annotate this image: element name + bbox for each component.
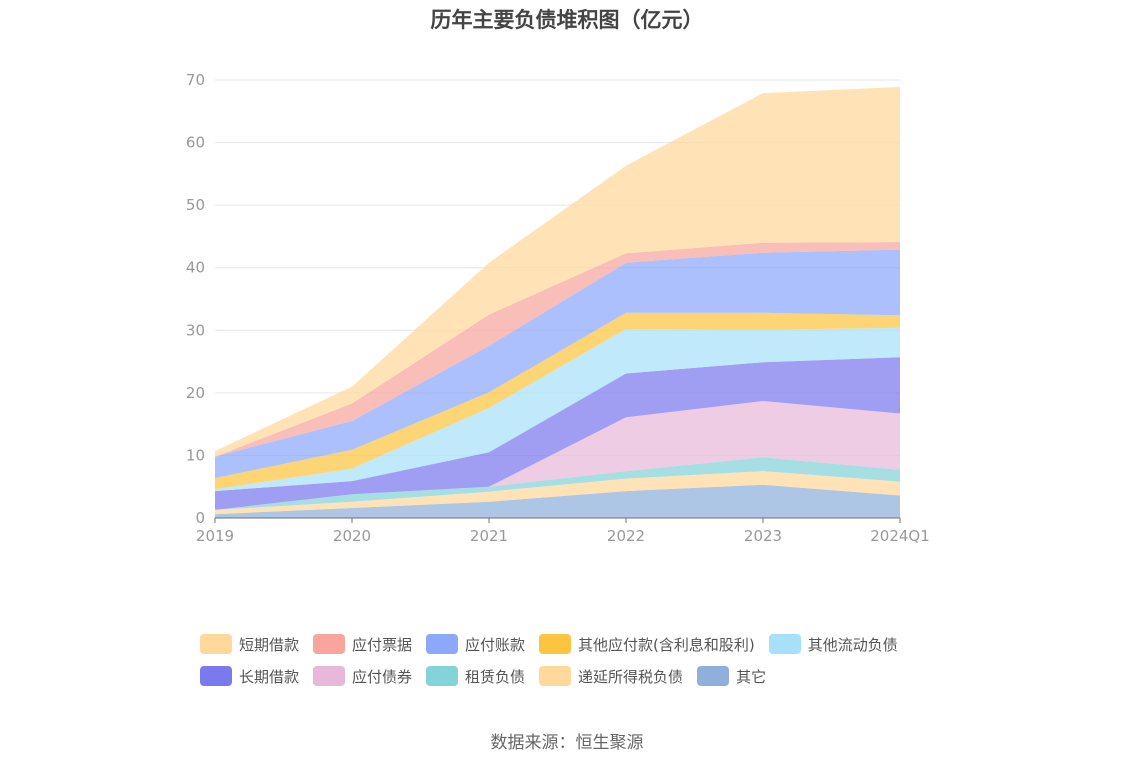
legend-swatch (200, 666, 232, 686)
legend-label: 应付债券 (352, 667, 413, 686)
legend-item[interactable]: 租赁负债 (426, 666, 525, 687)
y-tick-label: 70 (186, 71, 205, 89)
legend-swatch (200, 634, 232, 654)
chart-title: 历年主要负债堆积图（亿元） (430, 8, 704, 32)
legend-label: 短期借款 (239, 635, 300, 654)
legend-label: 应付账款 (465, 635, 526, 654)
y-tick-label: 50 (186, 196, 205, 214)
legend-swatch (697, 666, 730, 686)
legend-swatch (426, 666, 459, 686)
y-tick-label: 10 (186, 446, 205, 464)
y-tick-label: 40 (186, 259, 205, 277)
legend-swatch (313, 666, 346, 686)
area-series-6[interactable] (215, 312, 900, 490)
stacked-area-chart: 0 10 20 30 40 50 60 70 2019 2020 2021 2022 2023 2024Q… (186, 71, 930, 545)
x-tick-label: 2019 (196, 527, 234, 545)
area-series-9[interactable] (215, 86, 900, 457)
legend-label: 租赁负债 (465, 667, 526, 686)
legend-label: 递延所得税负债 (578, 667, 684, 686)
y-tick-label: 0 (195, 509, 205, 527)
y-tick-label: 30 (186, 321, 205, 339)
area-series-8[interactable] (215, 242, 900, 457)
x-tick-label: 2022 (607, 527, 645, 545)
legend-item[interactable]: 递延所得税负债 (539, 666, 683, 687)
legend-item[interactable]: 应付票据 (313, 634, 412, 655)
area-series-3[interactable] (215, 401, 900, 510)
area-series-2[interactable] (215, 457, 900, 510)
legend-label: 其他流动负债 (807, 635, 898, 654)
legend-item[interactable]: 其它 (697, 666, 766, 687)
legend-row-2: 长期借款 应付债券 租赁负债 递延所得税负债 其它 (200, 660, 960, 692)
x-tick-label: 2021 (470, 527, 508, 545)
legend-row-1: 短期借款 应付票据 应付账款 其他应付款(含利息和股利) 其他流动负债 (200, 628, 960, 660)
area-series-5[interactable] (215, 327, 900, 492)
legend-label: 长期借款 (239, 667, 300, 686)
legend-label: 其他应付款(含利息和股利) (578, 635, 755, 654)
legend-item[interactable]: 应付账款 (426, 634, 525, 655)
axes: 0 10 20 30 40 50 60 70 2019 2020 2021 2022 2023 2024Q… (186, 71, 930, 545)
legend-item[interactable]: 短期借款 (200, 634, 299, 655)
legend-label: 应付票据 (352, 635, 413, 654)
legend-swatch (539, 634, 572, 654)
legend-swatch (539, 666, 572, 686)
legend-item[interactable]: 其他流动负债 (768, 634, 898, 655)
legend-label: 其它 (736, 667, 767, 686)
x-tick-label: 2020 (333, 527, 371, 545)
legend: 短期借款 应付票据 应付账款 其他应付款(含利息和股利) 其他流动负债 长期借款 应付债券… (200, 628, 960, 692)
area-series-1[interactable] (215, 471, 900, 515)
x-tick-label: 2023 (744, 527, 782, 545)
y-tick-label: 20 (186, 384, 205, 402)
area-series-7[interactable] (215, 249, 900, 478)
legend-item[interactable]: 应付债券 (313, 666, 412, 687)
legend-swatch (768, 634, 801, 654)
legend-item[interactable]: 其他应付款(含利息和股利) (539, 634, 755, 655)
legend-item[interactable]: 长期借款 (200, 666, 299, 687)
y-tick-label: 60 (186, 134, 205, 152)
area-series-0[interactable] (215, 484, 900, 518)
area-series (215, 86, 900, 518)
legend-swatch (426, 634, 459, 654)
legend-swatch (313, 634, 346, 654)
x-tick-label: 2024Q1 (870, 527, 930, 545)
area-series-4[interactable] (215, 357, 900, 510)
source-note: 数据来源：恒生聚源 (490, 733, 644, 753)
